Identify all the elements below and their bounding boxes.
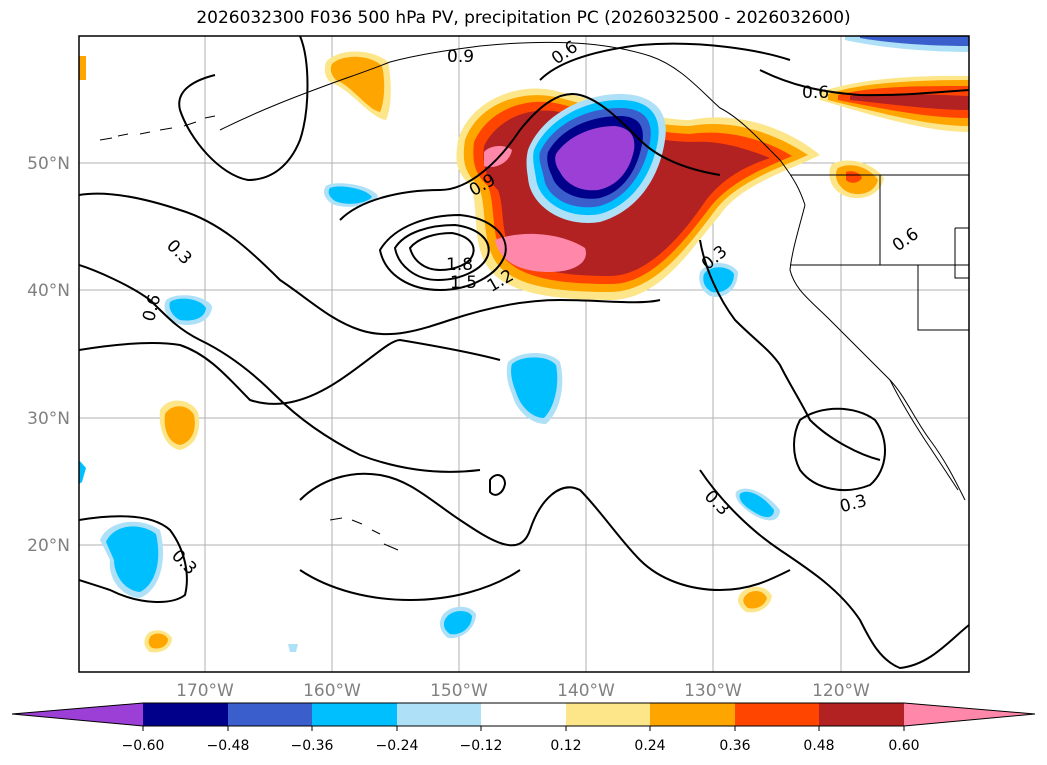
colorbar-tick-4: −0.24	[376, 738, 419, 754]
contour-0.3-coast	[699, 239, 881, 461]
latitude-labels: 50°N 40°N 30°N 20°N	[27, 154, 70, 556]
aleutian-islands	[99, 115, 216, 141]
colorbar-tick-3: −0.36	[291, 738, 334, 754]
colorbar-segment-3	[312, 703, 397, 726]
lat-label-20n: 20°N	[27, 536, 70, 556]
lat-label-30n: 30°N	[27, 409, 70, 429]
colorbar-segment-5	[481, 703, 566, 726]
contour-0.6-south	[299, 472, 791, 592]
colorbar-tick-5: −0.12	[460, 738, 503, 754]
map-frame	[78, 35, 970, 673]
colorbar-segment-7	[650, 703, 735, 726]
lon-label-120w: 120°W	[812, 681, 870, 701]
map-title: 2026032300 F036 500 hPa PV, precipitatio…	[196, 8, 851, 28]
alaska-coast	[219, 41, 806, 206]
colorbar-segment-6	[566, 703, 650, 726]
negative-anomaly-patches	[79, 36, 969, 652]
contour-0.6-north	[539, 42, 791, 81]
colorbar-segment-1	[143, 703, 228, 726]
colorbar-segment-9	[819, 703, 904, 726]
lon-label-160w: 160°W	[303, 681, 361, 701]
contour-0.6-east	[759, 69, 969, 97]
colorbar-tick-1: −0.60	[122, 738, 165, 754]
lon-label-170w: 170°W	[176, 681, 234, 701]
lon-label-130w: 130°W	[684, 681, 742, 701]
lat-label-40n: 40°N	[27, 281, 70, 301]
contour-small-loop	[489, 474, 507, 496]
baja-peninsula	[889, 379, 959, 491]
contour-0.6-west	[79, 264, 481, 473]
map-plot-area	[79, 36, 969, 672]
colorbar-tick-10: 0.60	[888, 738, 919, 754]
state-borders	[790, 175, 969, 331]
colorbar-extend-left	[12, 703, 143, 726]
contour-label-1.5: 1.5	[450, 273, 477, 293]
contour-label-0.9-west: 0.9	[447, 47, 474, 67]
longitude-labels: 170°W 160°W 150°W 140°W 130°W 120°W	[176, 681, 870, 701]
colorbar-segment-8	[735, 703, 819, 726]
hawaii-islands	[329, 517, 399, 551]
colorbar-tick-9: 0.48	[803, 738, 834, 754]
contour-0.9-west	[178, 36, 309, 182]
colorbar-tick-6: 0.12	[550, 738, 581, 754]
contour-1.8	[408, 231, 475, 272]
contour-1.2	[378, 213, 507, 292]
contour-0.3-central	[79, 338, 501, 405]
colorbar-tick-7: 0.24	[634, 738, 665, 754]
contour-label-1.8: 1.8	[446, 255, 473, 275]
contour-0.3-southwest	[79, 515, 188, 603]
lon-label-140w: 140°W	[557, 681, 615, 701]
colorbar-segment-2	[228, 703, 312, 726]
pv-contours	[79, 36, 969, 670]
coastlines	[99, 41, 969, 551]
colorbar-tick-8: 0.36	[719, 738, 750, 754]
lat-label-50n: 50°N	[27, 154, 70, 174]
contour-0.9-center	[339, 93, 721, 221]
contour-0.3-south	[699, 469, 969, 670]
colorbar-extend-right	[904, 703, 1035, 726]
contour-0.3-north-pacific	[79, 192, 661, 336]
contour-1.5	[393, 223, 490, 282]
colorbar-segment-4	[397, 703, 481, 726]
contour-0.3-mexico	[793, 407, 887, 491]
colorbar-tick-2: −0.48	[207, 738, 250, 754]
colorbar: −0.60 −0.48 −0.36 −0.24 −0.12 0.12 0.24 …	[11, 702, 1036, 754]
contour-0.9-southwest-loop	[299, 569, 521, 602]
lon-label-150w: 150°W	[430, 681, 488, 701]
contour-label-0.6-east: 0.6	[802, 83, 829, 103]
